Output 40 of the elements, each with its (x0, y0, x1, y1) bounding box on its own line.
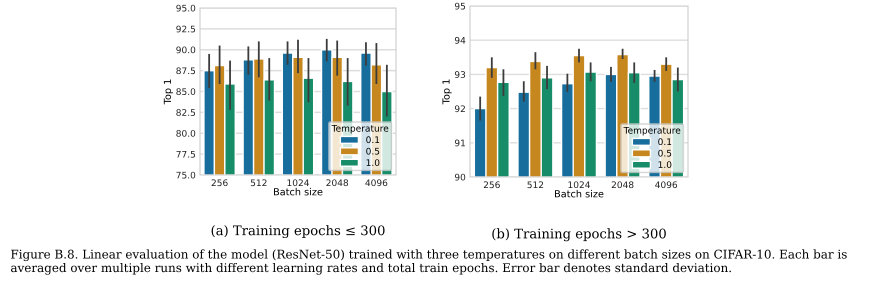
y-tick-label: 90 (454, 174, 466, 181)
y-tick-label: 92 (454, 105, 465, 112)
x-tick-label: 4096 (655, 181, 678, 188)
x-axis-title: Batch size (274, 188, 322, 196)
y-tick-label: 92.5 (176, 26, 196, 32)
x-tick-label: 1024 (288, 179, 309, 186)
y-tick-label: 75.0 (176, 172, 196, 179)
y-tick-label: 95 (454, 2, 466, 10)
y-axis-title: Top 1 (164, 80, 173, 104)
x-tick-label: 2048 (612, 181, 634, 188)
y-tick-label: 93 (454, 71, 466, 78)
y-axis-title: Top 1 (442, 80, 452, 104)
x-tick-label: 512 (527, 181, 544, 188)
legend-title: Temperature (624, 126, 680, 136)
y-tick-label: 95.0 (176, 4, 196, 12)
text: Figure B.8. Linear evaluation of the model (ResNet-50) trained with three temperatures on different batch sizes on CIFAR-10. Each bar is averaged over multiple runs with different learning rates and total train epochs. Error bar denotes standard deviation. (11, 249, 847, 275)
text: (b) Training epochs > 300 (492, 228, 666, 242)
legend-label: 0.5 (658, 150, 672, 157)
legend-label: 1.0 (366, 159, 380, 166)
y-tick-label: 82.5 (176, 109, 196, 116)
x-tick-label: 256 (484, 181, 500, 188)
y-tick-label: 90.0 (176, 46, 196, 54)
x-tick-label: 1024 (568, 181, 590, 188)
y-tick-label: 94 (454, 36, 466, 44)
y-tick-label: 87.5 (176, 67, 196, 74)
y-tick-label: 91 (454, 140, 465, 146)
legend-label: 0.1 (658, 138, 672, 146)
x-axis-title: Batch size (555, 190, 604, 198)
y-tick-label: 80.0 (176, 130, 196, 137)
x-tick-label: 2048 (326, 179, 348, 186)
legend-label: 1.0 (658, 161, 672, 168)
x-tick-label: 512 (250, 179, 267, 186)
x-tick-label: 4096 (365, 179, 388, 186)
y-tick-label: 85.0 (176, 88, 196, 96)
y-tick-label: 77.5 (176, 150, 196, 158)
text: (a) Training epochs ≤ 300 (212, 225, 385, 238)
legend-title: Temperature (332, 124, 388, 134)
legend-label: 0.1 (366, 136, 380, 144)
x-tick-label: 256 (212, 179, 228, 186)
legend-label: 0.5 (366, 148, 380, 155)
